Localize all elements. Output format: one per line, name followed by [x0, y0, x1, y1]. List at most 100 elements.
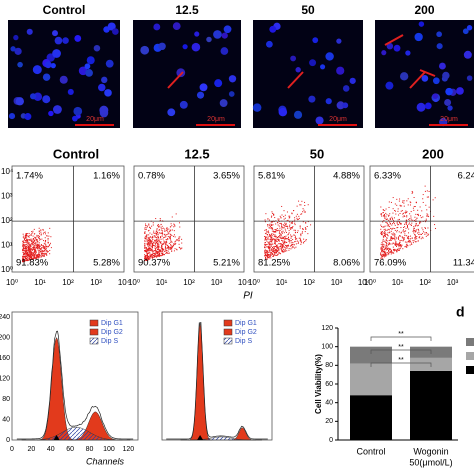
event-dot	[285, 223, 287, 225]
quadrant-percent: 0.78%	[138, 171, 165, 182]
event-dot	[301, 213, 303, 215]
event-dot	[26, 233, 28, 235]
event-dot	[287, 233, 289, 235]
event-dot	[168, 230, 170, 232]
event-dot	[388, 247, 390, 249]
event-dot	[275, 231, 277, 233]
event-dot	[269, 254, 271, 256]
event-dot	[24, 260, 26, 262]
event-dot	[264, 229, 266, 231]
event-dot	[390, 201, 392, 203]
event-dot	[38, 235, 40, 237]
event-dot	[434, 197, 436, 199]
event-dot	[276, 229, 278, 231]
event-dot	[427, 215, 429, 217]
event-dot	[152, 245, 154, 247]
event-dot	[22, 256, 24, 258]
event-dot	[167, 238, 169, 240]
event-dot	[34, 236, 36, 238]
event-dot	[267, 224, 269, 226]
event-dot	[168, 252, 170, 254]
event-dot	[37, 243, 39, 245]
event-dot	[25, 237, 27, 239]
event-dot	[41, 254, 43, 256]
event-dot	[22, 261, 24, 263]
event-dot	[389, 217, 391, 219]
event-dot	[32, 242, 34, 244]
event-dot	[161, 244, 163, 246]
event-dot	[148, 238, 150, 240]
event-dot	[406, 244, 408, 246]
quadrant-percent: 1.74%	[16, 171, 43, 182]
event-dot	[149, 256, 151, 258]
event-dot	[386, 214, 388, 216]
event-dot	[298, 200, 300, 202]
event-dot	[145, 259, 147, 261]
y-tick-label: 40	[325, 400, 333, 407]
x-tick-label: 40	[47, 446, 55, 453]
event-dot	[393, 242, 395, 244]
event-dot	[392, 208, 394, 210]
nucleus	[167, 108, 176, 117]
nucleus	[84, 63, 91, 70]
event-dot	[425, 204, 427, 206]
event-dot	[28, 258, 30, 260]
event-dot	[425, 221, 427, 223]
event-dot	[306, 226, 308, 228]
event-dot	[283, 246, 285, 248]
event-dot	[278, 252, 280, 254]
event-dot	[380, 252, 382, 254]
event-dot	[147, 237, 149, 239]
event-dot	[390, 251, 392, 253]
event-dot	[151, 255, 153, 257]
event-dot	[387, 228, 389, 230]
event-dot	[153, 254, 155, 256]
event-dot	[398, 244, 400, 246]
event-dot	[408, 222, 410, 224]
event-dot	[286, 245, 288, 247]
quadrant-percent: 5.21%	[213, 258, 240, 269]
event-dot	[30, 245, 32, 247]
event-dot	[146, 250, 148, 252]
event-dot	[157, 233, 159, 235]
event-dot	[382, 209, 384, 211]
event-dot	[164, 233, 166, 235]
event-dot	[293, 229, 295, 231]
event-dot	[393, 223, 395, 225]
legend-label: Dip G1	[101, 320, 123, 327]
event-dot	[419, 233, 421, 235]
event-dot	[293, 234, 295, 236]
event-dot	[162, 238, 164, 240]
event-dot	[272, 228, 274, 230]
nucleus	[104, 89, 112, 97]
event-dot	[174, 248, 176, 250]
event-dot	[149, 255, 151, 257]
event-dot	[45, 253, 47, 255]
event-dot	[273, 249, 275, 251]
y-tick-label: 10²	[1, 216, 13, 225]
event-dot	[403, 223, 405, 225]
event-dot	[380, 248, 382, 250]
event-dot	[302, 242, 304, 244]
event-dot	[269, 246, 271, 248]
event-dot	[405, 235, 407, 237]
event-dot	[33, 251, 35, 253]
event-dot	[26, 238, 28, 240]
event-dot	[387, 244, 389, 246]
event-dot	[43, 246, 45, 248]
event-dot	[298, 237, 300, 239]
event-dot	[276, 247, 278, 249]
event-dot	[426, 213, 428, 215]
event-dot	[35, 256, 37, 258]
event-dot	[280, 233, 282, 235]
event-dot	[271, 211, 273, 213]
event-dot	[179, 226, 181, 228]
event-dot	[395, 243, 397, 245]
event-dot	[300, 240, 302, 242]
event-dot	[381, 234, 383, 236]
phase-fill	[187, 323, 213, 441]
event-dot	[412, 219, 414, 221]
event-dot	[415, 219, 417, 221]
event-dot	[161, 235, 163, 237]
event-dot	[36, 242, 38, 244]
